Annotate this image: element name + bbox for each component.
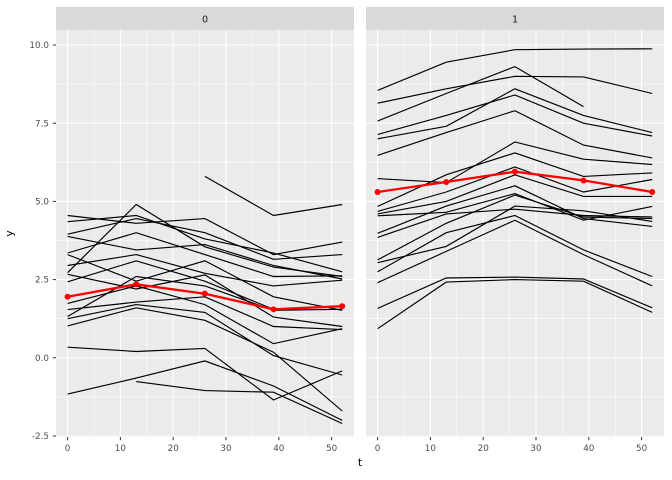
x-tick-label: 50 — [636, 444, 648, 454]
subject-line — [377, 94, 653, 137]
subject-line — [67, 346, 343, 401]
subject-line — [377, 279, 653, 330]
x-tick-label: 0 — [65, 444, 71, 454]
subject-line — [67, 304, 343, 376]
subject-line — [377, 174, 653, 215]
facet-strip — [56, 7, 354, 30]
facet-strip-label: 0 — [202, 15, 208, 26]
subject-line — [377, 219, 653, 287]
y-tick-label: 7.5 — [35, 119, 49, 129]
mean-point — [374, 189, 381, 196]
subject-line — [377, 65, 584, 122]
subject-line — [67, 218, 343, 260]
subject-line — [67, 273, 343, 328]
x-tick-label: 10 — [425, 444, 437, 454]
y-tick-label: -2.5 — [32, 432, 49, 442]
subject-line — [377, 205, 653, 264]
y-tick-label: 10.0 — [29, 41, 49, 51]
subject-line — [377, 208, 653, 238]
subject-line — [67, 214, 343, 273]
y-axis: 10.0 7.5 5.0 2.5 0.0 -2.5 — [29, 41, 56, 442]
subject-lines — [377, 48, 653, 330]
subject-lines — [67, 175, 343, 425]
subject-line — [67, 360, 343, 421]
subject-line — [377, 194, 653, 261]
subject-line — [377, 75, 653, 104]
subject-line — [377, 141, 653, 184]
subject-line — [377, 88, 653, 140]
subject-line — [377, 185, 653, 234]
facet-strip-label: 1 — [512, 15, 518, 26]
facet-panel-1: 10 10 20 30 40 50 — [366, 7, 664, 454]
mean-point — [339, 303, 346, 310]
x-tick-label: 50 — [326, 444, 338, 454]
x-axis-title: t — [358, 456, 363, 469]
y-tick-label: 2.5 — [35, 276, 49, 286]
mean-point — [201, 290, 208, 297]
x-tick-label: 20 — [478, 444, 490, 454]
subject-line — [67, 232, 343, 278]
x-tick-label: 30 — [220, 444, 232, 454]
subject-line — [377, 276, 653, 309]
mean-overlay — [64, 281, 346, 313]
mean-point — [64, 293, 71, 300]
x-tick-label: 0 — [375, 444, 381, 454]
subject-line — [67, 203, 343, 278]
mean-point — [133, 281, 140, 288]
mean-point — [443, 179, 450, 186]
facet-strip — [366, 7, 664, 30]
subject-line — [67, 254, 343, 311]
x-tick-label: 40 — [273, 444, 285, 454]
subject-line — [136, 381, 343, 425]
subject-line — [67, 285, 343, 345]
panel-background — [366, 30, 664, 437]
facet-panel-0: 0 0 10 20 30 40 50 — [56, 7, 354, 454]
mean-point — [580, 177, 587, 184]
mean-point — [511, 168, 518, 175]
panel-background — [56, 30, 354, 437]
grid-major — [366, 30, 664, 437]
subject-line — [377, 48, 653, 91]
x-tick-label: 20 — [168, 444, 180, 454]
subject-line — [67, 214, 343, 256]
subject-line — [377, 110, 653, 159]
subject-line — [377, 214, 653, 278]
x-tick-label: 30 — [530, 444, 542, 454]
subject-line — [67, 307, 343, 412]
subject-line — [67, 275, 343, 317]
subject-line — [377, 166, 653, 212]
mean-overlay — [374, 168, 656, 196]
x-axis: 0 10 20 30 40 50 — [65, 437, 338, 454]
subject-line — [67, 254, 343, 287]
mean-point — [270, 306, 277, 313]
y-tick-label: 5.0 — [35, 198, 49, 208]
y-tick-label: 0.0 — [35, 354, 49, 364]
x-axis: 0 10 20 30 40 50 — [375, 437, 648, 454]
x-tick-label: 40 — [583, 444, 595, 454]
grid-major — [56, 30, 354, 437]
subject-line — [204, 175, 343, 217]
y-axis-title: y — [3, 230, 16, 237]
x-tick-label: 10 — [115, 444, 127, 454]
mean-point — [649, 189, 656, 196]
grid-minor — [56, 30, 354, 437]
subject-line — [67, 296, 343, 331]
